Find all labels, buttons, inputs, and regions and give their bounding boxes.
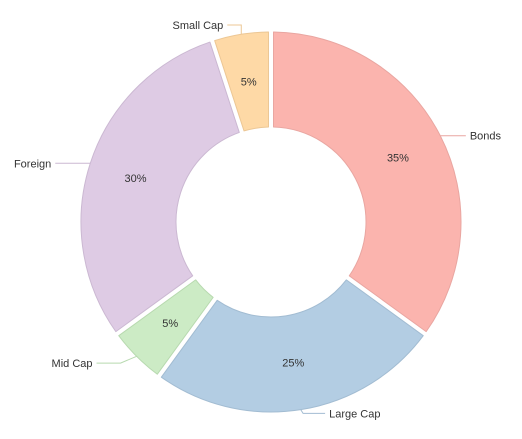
- category-label-large-cap: Large Cap: [329, 408, 380, 420]
- leader-line-large-cap: [300, 409, 326, 414]
- labels-group: 35% Bonds 25% Large Cap 5% Mid Cap 30% Foreign 5…: [14, 20, 502, 420]
- slice-bonds[interactable]: [273, 31, 462, 333]
- percent-label-bonds: 35%: [387, 152, 409, 164]
- slice-small-cap[interactable]: [214, 31, 269, 132]
- percent-label-mid-cap: 5%: [162, 318, 178, 330]
- leader-line-small-cap: [227, 24, 242, 35]
- category-label-small-cap: Small Cap: [173, 20, 224, 32]
- leader-lines-group: [55, 24, 466, 414]
- slice-large-cap[interactable]: [160, 279, 424, 413]
- percent-label-foreign: 30%: [124, 173, 146, 185]
- slice-mid-cap[interactable]: [118, 279, 214, 375]
- slices-group: [80, 31, 462, 413]
- category-label-bonds: Bonds: [470, 131, 502, 143]
- leader-line-mid-cap: [96, 355, 137, 364]
- category-label-foreign: Foreign: [14, 158, 51, 170]
- slice-foreign[interactable]: [80, 41, 240, 333]
- category-label-mid-cap: Mid Cap: [52, 358, 93, 370]
- percent-label-large-cap: 25%: [282, 358, 304, 370]
- percent-label-small-cap: 5%: [241, 76, 257, 88]
